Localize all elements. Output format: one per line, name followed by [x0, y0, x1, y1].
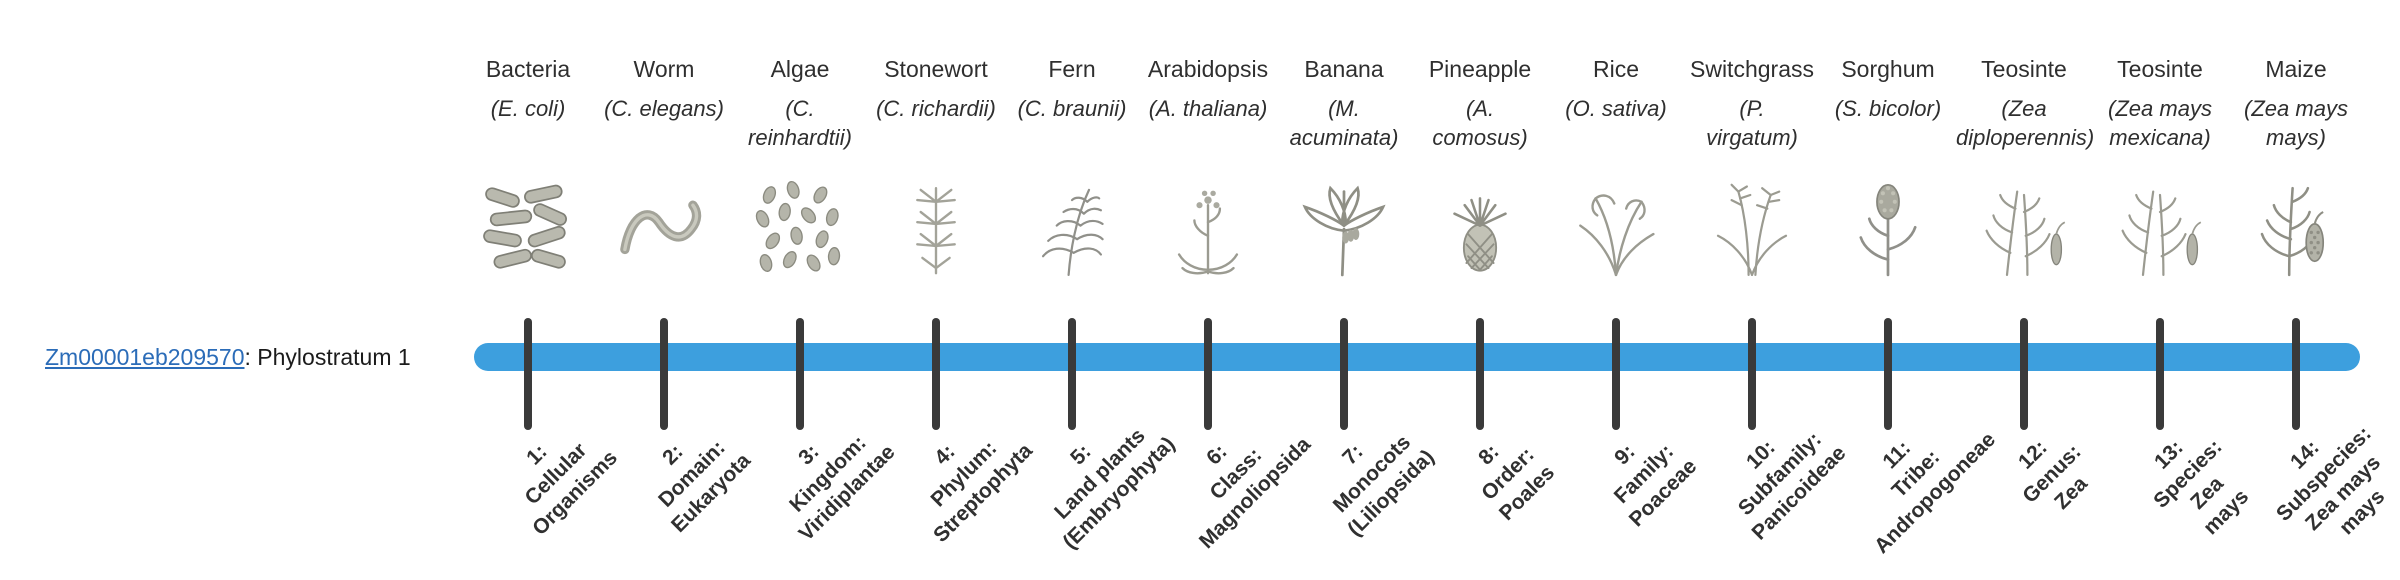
taxon-column: Sorghum (S. bicolor) 11: Tribe: Andropog… — [1820, 0, 2000, 580]
timeline-tick — [1476, 318, 1484, 430]
taxon-common-name: Stonewort — [884, 56, 988, 82]
taxon-scientific-name: (Zea diploperennis) — [1956, 96, 2095, 151]
timeline-tick — [1612, 318, 1620, 430]
gene-label: Zm00001eb209570: Phylostratum 1 — [45, 344, 411, 371]
taxon-common-name: Pineapple — [1428, 56, 1532, 82]
taxon-column: Banana (M. acuminata) 7: Monocots (Lilio… — [1276, 0, 1439, 580]
timeline-tick — [660, 318, 668, 430]
timeline-tick — [1068, 318, 1076, 430]
taxon-common-name: Fern — [1048, 56, 1096, 82]
timeline-tick — [796, 318, 804, 430]
taxon-column: Maize (Zea mays mays) 14: Subspecies: Ze… — [2228, 0, 2389, 580]
timeline-tick — [2156, 318, 2164, 430]
taxon-common-name: Teosinte — [1981, 56, 2067, 82]
stratum-label: 14: Subspecies: Zea mays mays — [2271, 421, 2389, 539]
taxon-scientific-name: (A. comosus) — [1432, 96, 1528, 151]
taxon-common-name: Arabidopsis — [1147, 56, 1269, 82]
arabidopsis-icon — [1155, 166, 1261, 286]
taxon-column: Arabidopsis (A. thaliana) 6: Class: Magn… — [1140, 0, 1315, 580]
teosinte-icon — [2107, 166, 2213, 286]
maize-icon — [2243, 166, 2349, 286]
fern-icon — [1019, 166, 1125, 286]
gene-id-link[interactable]: Zm00001eb209570 — [45, 344, 245, 370]
taxon-scientific-name: (S. bicolor) — [1834, 96, 1942, 121]
timeline-tick — [1748, 318, 1756, 430]
stonewort-icon — [883, 166, 989, 286]
gene-label-suffix: : Phylostratum 1 — [244, 344, 411, 370]
timeline-tick — [1204, 318, 1212, 430]
sorghum-icon — [1835, 166, 1941, 286]
taxon-column: Worm (C. elegans) 2: Domain: Eukaryota — [596, 0, 755, 580]
timeline-bar — [474, 343, 2360, 371]
columns-container: Bacteria (E. coli) 1: Cellular Organisms… — [460, 0, 2389, 580]
taxon-column: Fern (C. braunii) 5: Land plants (Embryo… — [1004, 0, 1180, 580]
taxon-column: Teosinte (Zea mays mexicana) 13: Species… — [2092, 0, 2253, 580]
taxon-column: Switchgrass (P. virgatum) 10: Subfamily:… — [1684, 0, 1850, 580]
taxon-common-name: Switchgrass — [1690, 56, 1814, 82]
algae-icon — [747, 166, 853, 286]
taxon-common-name: Rice — [1592, 56, 1639, 82]
taxon-scientific-name: (Zea mays mays) — [2244, 96, 2348, 151]
timeline-tick — [1884, 318, 1892, 430]
worm-icon — [611, 166, 717, 286]
switchgrass-icon — [1699, 166, 1805, 286]
taxon-common-name: Banana — [1304, 56, 1384, 82]
taxon-column: Pineapple (A. comosus) 8: Order: Poales — [1412, 0, 1559, 580]
timeline-tick — [2020, 318, 2028, 430]
taxon-column: Teosinte (Zea diploperennis) 12: Genus: … — [1956, 0, 2095, 580]
timeline-tick — [932, 318, 940, 430]
timeline-tick — [2292, 318, 2300, 430]
taxon-column: Bacteria (E. coli) 1: Cellular Organisms — [460, 0, 622, 580]
taxon-common-name: Sorghum — [1841, 56, 1935, 82]
taxon-column: Algae (C. reinhardtii) 3: Kingdom: Virid… — [732, 0, 899, 580]
taxon-scientific-name: (P. virgatum) — [1706, 96, 1798, 151]
taxon-scientific-name: (C. reinhardtii) — [748, 96, 852, 151]
stratum-label: 12: Genus: Zea — [2013, 435, 2092, 514]
timeline-tick — [524, 318, 532, 430]
taxon-column: Rice (O. sativa) 9: Family: Poaceae — [1548, 0, 1701, 580]
rice-icon — [1563, 166, 1669, 286]
bacteria-icon — [475, 166, 581, 286]
taxon-common-name: Teosinte — [2117, 56, 2203, 82]
taxon-common-name: Bacteria — [485, 56, 571, 82]
taxon-scientific-name: (O. sativa) — [1565, 96, 1667, 121]
taxon-common-name: Worm — [633, 56, 695, 82]
taxon-common-name: Maize — [2265, 56, 2327, 82]
stratum-label: 8: Order: Poales — [1474, 440, 1559, 525]
banana-icon — [1291, 166, 1397, 286]
taxon-scientific-name: (Zea mays mexicana) — [2108, 96, 2212, 151]
taxon-column: Stonewort (C. richardii) 4: Phylum: Stre… — [868, 0, 1037, 580]
pineapple-icon — [1427, 166, 1533, 286]
timeline-tick — [1340, 318, 1348, 430]
taxon-common-name: Algae — [770, 56, 830, 82]
taxon-scientific-name: (C. richardii) — [876, 96, 996, 121]
teosinte-icon — [1971, 166, 2077, 286]
taxon-scientific-name: (C. braunii) — [1017, 96, 1127, 121]
taxon-scientific-name: (A. thaliana) — [1148, 96, 1268, 121]
taxon-scientific-name: (E. coli) — [490, 96, 566, 121]
taxon-scientific-name: (C. elegans) — [604, 96, 724, 121]
taxon-scientific-name: (M. acuminata) — [1289, 96, 1399, 151]
